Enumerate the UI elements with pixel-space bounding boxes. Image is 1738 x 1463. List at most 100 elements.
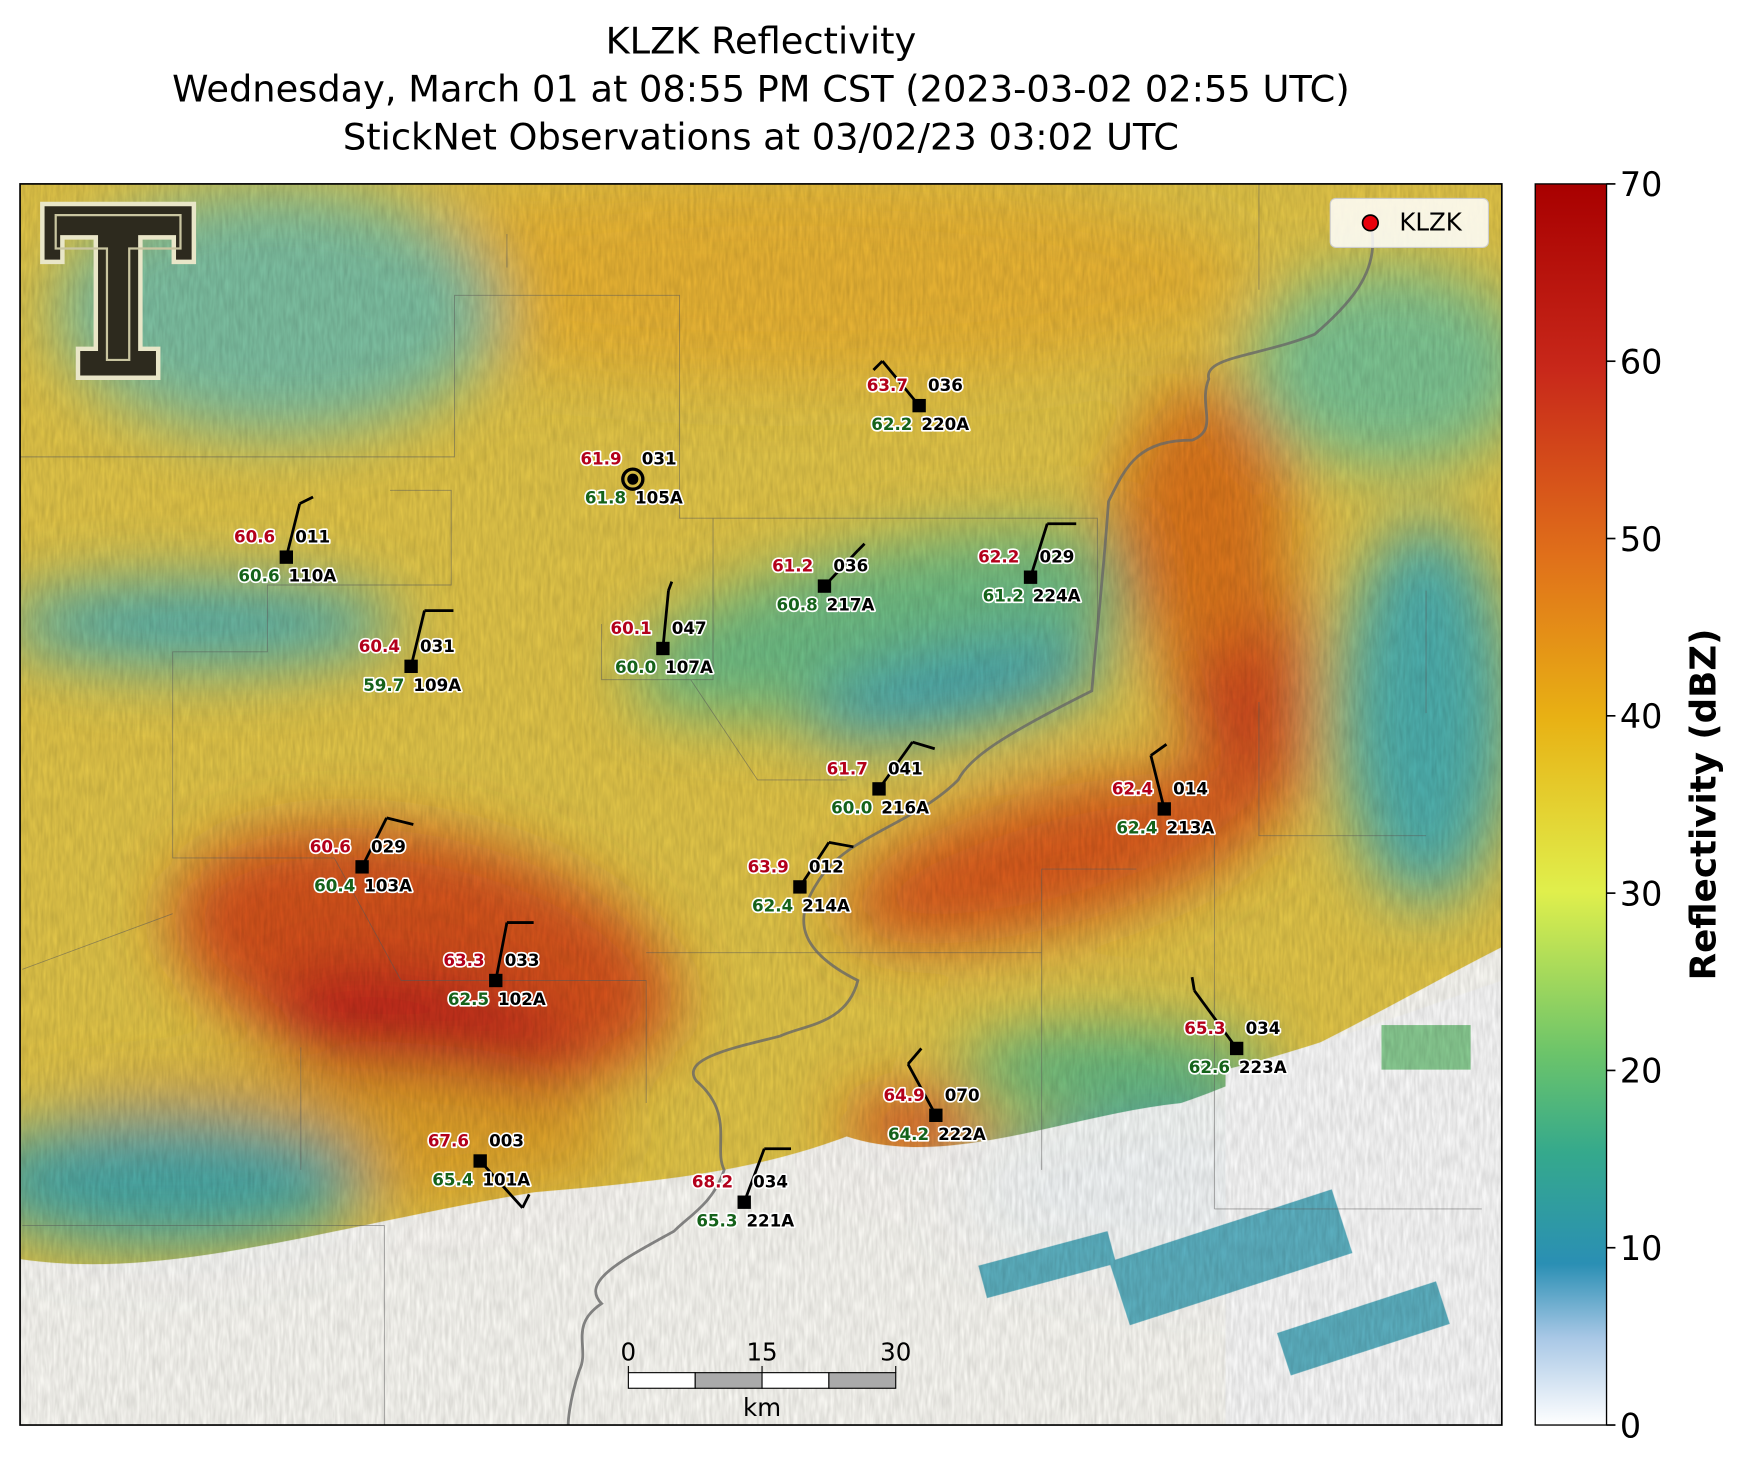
scale-segment [761, 1372, 830, 1389]
temperature: 60.4 [359, 636, 400, 656]
temperature: 63.3 [443, 950, 484, 970]
colorbar-tick-label: 70 [1620, 165, 1663, 204]
station-code: 036 [928, 375, 963, 395]
wind-barb [1029, 523, 1049, 578]
scale-segment [694, 1372, 763, 1389]
dewpoint: 64.2 [888, 1124, 929, 1144]
wind-feather [872, 360, 884, 371]
wind-barb [742, 1148, 766, 1203]
dewpoint: 61.8 [585, 488, 626, 508]
scale-unit: km [743, 1393, 781, 1422]
station-id: 224A [1033, 586, 1081, 606]
wind-feather [856, 542, 866, 552]
calm-marker [621, 467, 645, 491]
station-marker [656, 641, 670, 656]
station-marker [793, 880, 807, 894]
station-code: 012 [809, 856, 844, 876]
wind-barb [1193, 989, 1238, 1050]
colorbar [1534, 183, 1608, 1426]
temperature: 60.6 [234, 527, 275, 547]
temperature: 64.9 [883, 1085, 924, 1105]
station-code: 029 [371, 836, 406, 856]
colorbar-tick-label: 20 [1620, 1052, 1663, 1091]
station-marker [404, 659, 418, 674]
colorbar-ticks: 0 10 20 30 40 50 60 70 [1606, 165, 1663, 1445]
station-marker [737, 1195, 751, 1209]
dewpoint: 62.4 [1116, 817, 1157, 837]
station-marker [279, 550, 294, 564]
dewpoint: 60.0 [831, 797, 872, 817]
station-id: 101A [482, 1169, 530, 1189]
colorbar-tick-label: 60 [1620, 342, 1663, 381]
station-code: 036 [833, 556, 868, 576]
wind-barb [877, 741, 914, 790]
wind-feather [828, 840, 854, 849]
dewpoint: 65.4 [432, 1169, 473, 1189]
station-marker [1229, 1041, 1244, 1056]
station-code: 031 [420, 636, 455, 656]
colorbar-tick-label: 50 [1620, 520, 1663, 559]
station-id: 110A [289, 566, 337, 586]
station-code: 003 [489, 1131, 524, 1151]
station-code: 011 [295, 527, 330, 547]
dewpoint: 60.4 [314, 875, 355, 895]
colorbar-label: Reflectivity (dBZ) [1684, 629, 1725, 981]
temperature: 68.2 [692, 1172, 733, 1192]
colorbar-tick-label: 0 [1620, 1406, 1641, 1445]
wind-barb [494, 922, 509, 981]
station-code: 029 [1039, 547, 1074, 567]
scale-tick-label: 30 [880, 1337, 911, 1366]
wind-feather [906, 1047, 923, 1065]
temperature: 67.6 [428, 1131, 469, 1151]
wind-barb [1149, 755, 1166, 810]
station-id: 109A [413, 675, 461, 695]
stations: 60.6 011 60.6 110A 60.4 031 59.7 109A 61.9 031 61.… [232, 360, 1288, 1232]
station-code: 014 [1173, 778, 1208, 798]
wind-feather [1190, 976, 1196, 991]
station-id: 223A [1239, 1057, 1287, 1077]
station-marker [872, 782, 886, 796]
station-marker [1023, 570, 1038, 584]
wind-feather [912, 740, 936, 751]
station-id: 213A [1166, 817, 1214, 837]
wind-feather [1150, 743, 1168, 757]
wind-feather [667, 581, 674, 592]
station-code: 031 [642, 449, 677, 469]
temperature: 62.2 [978, 547, 1019, 567]
dewpoint: 60.0 [615, 657, 656, 677]
dewpoint: 61.2 [983, 586, 1024, 606]
wind-feather [386, 816, 414, 826]
station-id: 221A [746, 1211, 794, 1231]
station-marker [912, 398, 926, 413]
wind-barb [661, 590, 670, 649]
wind-barb [906, 1063, 938, 1116]
station-code: 033 [505, 950, 540, 970]
station-id: 103A [364, 875, 412, 895]
legend: KLZK [1329, 197, 1489, 248]
temperature: 60.1 [611, 618, 652, 638]
temperature: 61.9 [580, 449, 621, 469]
scale-segment [828, 1372, 897, 1389]
wind-feather [521, 1193, 531, 1209]
temperature: 62.4 [1112, 778, 1153, 798]
colorbar-tick-label: 10 [1620, 1229, 1663, 1268]
temperature: 60.6 [310, 836, 351, 856]
scale-tick-label: 0 [621, 1337, 637, 1366]
dewpoint: 62.6 [1189, 1057, 1230, 1077]
colorbar-tick-label: 40 [1620, 697, 1663, 736]
subtitle: Wednesday, March 01 at 08:55 PM CST (202… [172, 67, 1350, 110]
station-id: 107A [665, 657, 713, 677]
colorbar-tick-label: 30 [1620, 874, 1663, 913]
wind-barb [881, 360, 921, 407]
title: KLZK Reflectivity [606, 20, 917, 63]
station-id: 222A [938, 1124, 986, 1144]
temperature: 63.9 [748, 856, 789, 876]
dewpoint: 59.7 [363, 675, 404, 695]
station-id: 220A [921, 414, 969, 434]
wind-barb [284, 503, 302, 558]
station-id: 102A [498, 989, 546, 1009]
radar-field [20, 183, 1502, 1426]
legend-label: KLZK [1399, 208, 1462, 237]
wind-barb [798, 841, 831, 888]
station-code: 034 [753, 1172, 788, 1192]
